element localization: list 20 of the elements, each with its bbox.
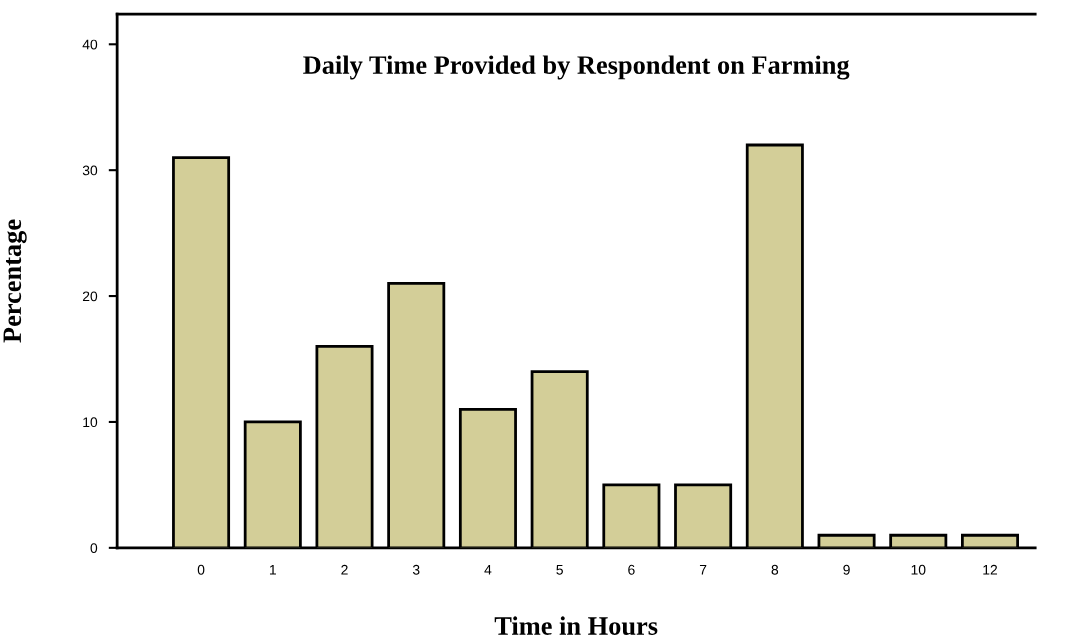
y-tick-label: 20: [82, 291, 98, 302]
y-tick-label: 40: [82, 39, 98, 50]
x-tick-label: 1: [269, 565, 276, 575]
x-tick-label: 9: [843, 564, 850, 575]
x-axis-title: Time in Hours: [494, 616, 658, 635]
x-tick-label: 8: [771, 564, 779, 575]
y-tick-label: 30: [82, 165, 98, 176]
x-tick-label: 12: [983, 564, 998, 575]
x-tick-label: 3: [412, 564, 420, 575]
x-tick-label: 0: [197, 564, 205, 575]
x-tick-label: 10: [911, 564, 926, 575]
x-tick-label: 7: [699, 565, 707, 575]
x-tick-label: 2: [341, 564, 348, 575]
y-tick-label: 0: [90, 543, 98, 554]
x-tick-label: 5: [556, 565, 563, 575]
x-tick-label: 4: [484, 565, 492, 575]
x-tick-label: 6: [628, 564, 635, 575]
y-axis-title: Percentage: [3, 219, 27, 343]
y-tick-label: 10: [83, 417, 98, 428]
text: Daily Time Provided by Respondent on Farming: [303, 55, 850, 80]
